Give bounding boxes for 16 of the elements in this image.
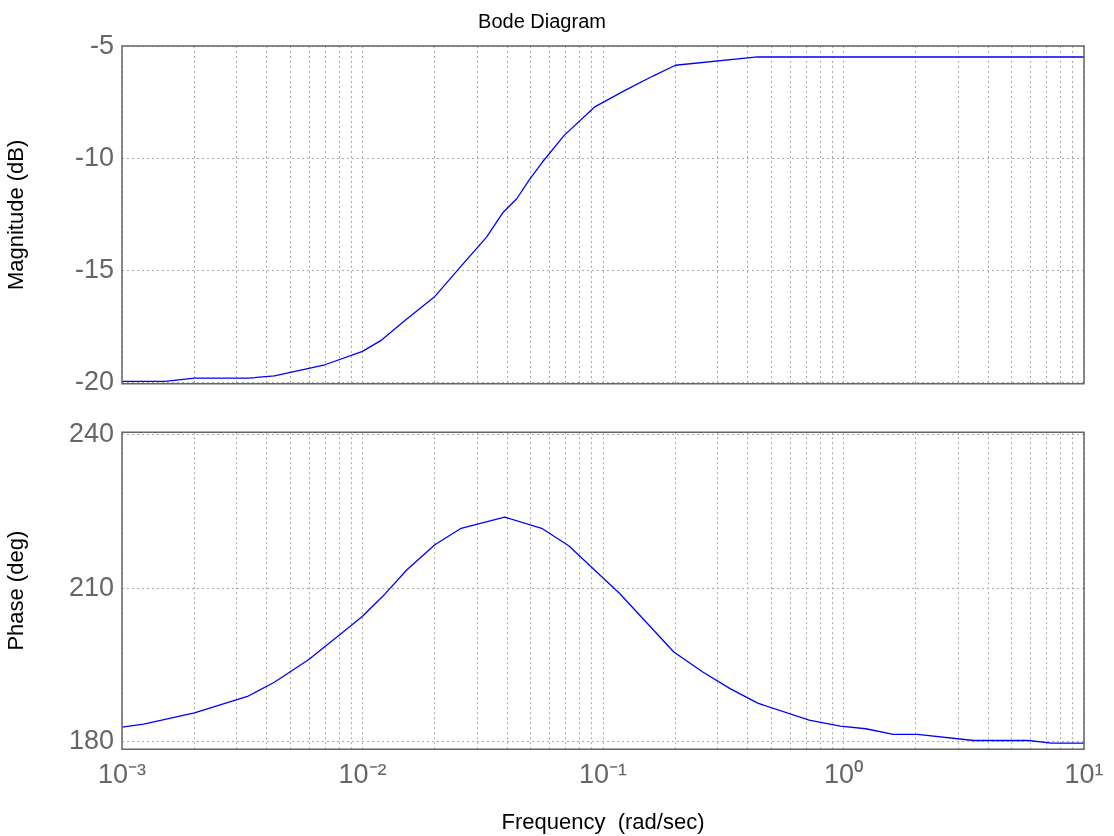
y-tick-label: 240 xyxy=(68,418,114,449)
y-tick-label: -10 xyxy=(74,142,114,173)
x-tick-label: 10⁻¹ xyxy=(578,758,628,789)
x-tick-label: 10⁰ xyxy=(823,758,864,789)
y-axis-title: Phase (deg) xyxy=(3,530,29,651)
x-tick-label: 10¹ xyxy=(1064,758,1104,789)
y-tick-label: 180 xyxy=(68,724,114,755)
x-axis-title: Frequency (rad/sec) xyxy=(501,808,705,834)
x-tick-label: 10⁻² xyxy=(338,758,387,789)
y-tick-label: 210 xyxy=(68,571,114,602)
y-tick-label: -5 xyxy=(89,30,114,61)
y-tick-label: -15 xyxy=(74,254,114,285)
x-tick-label: 10⁻³ xyxy=(97,758,147,789)
y-tick-label: -20 xyxy=(74,366,114,397)
chart-title: Bode Diagram xyxy=(478,9,606,32)
y-axis-title: Magnitude (dB) xyxy=(3,139,29,291)
